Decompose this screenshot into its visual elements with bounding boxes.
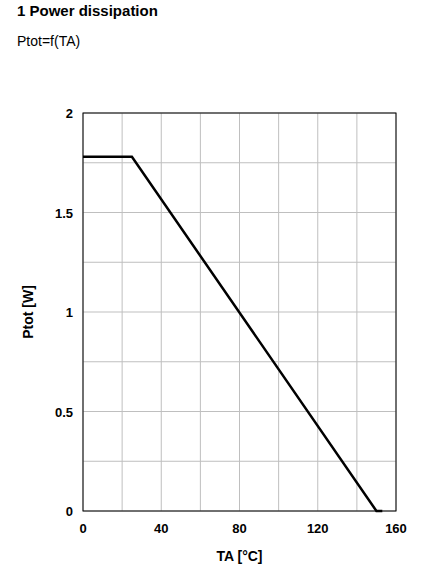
x-axis-label: TA [°C] [216,548,262,564]
title: 1 Power dissipation [17,2,158,19]
subtitle: Ptot=f(TA) [17,33,80,49]
y-minor-grid-line [83,162,396,163]
y-tick-label: 0.5 [55,405,73,420]
y-tick-label: 0 [66,504,73,519]
y-tick-label: 1 [66,305,73,320]
grid [83,113,396,511]
power-line [83,157,382,511]
y-minor-grid-line [83,361,396,362]
y-axis-label: Ptot [W] [20,285,36,339]
x-tick-label: 0 [79,521,86,536]
chart: 1 Power dissipationPtot=f(TA)04080120160… [0,0,424,576]
x-tick-label: 40 [154,521,168,536]
plot-frame [83,113,396,511]
x-tick-label: 160 [385,521,407,536]
y-tick-label: 2 [66,106,73,121]
y-minor-grid-line [83,461,396,462]
y-grid-line [83,212,396,213]
y-tick-label: 1.5 [55,206,73,221]
y-grid-line [83,411,396,412]
x-tick-label: 120 [307,521,329,536]
data-group [83,157,382,511]
y-minor-grid-line [83,262,396,263]
x-tick-label: 80 [232,521,246,536]
